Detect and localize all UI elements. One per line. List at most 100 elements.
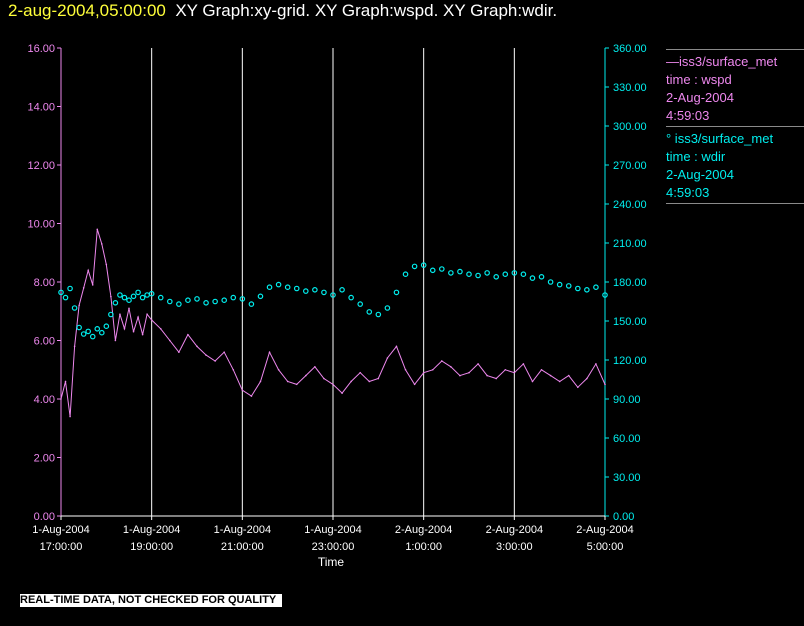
wspd-point bbox=[232, 368, 235, 371]
wspd-point bbox=[558, 380, 561, 383]
right-tick-label: 330.00 bbox=[613, 82, 647, 94]
wspd-point bbox=[504, 368, 507, 371]
wspd-point bbox=[259, 380, 262, 383]
wspd-point bbox=[110, 295, 112, 298]
wspd-point bbox=[64, 380, 67, 383]
vertical-grid-lines bbox=[151, 48, 515, 516]
right-tick-label: 120.00 bbox=[613, 355, 647, 367]
wdir-point bbox=[212, 298, 218, 305]
wdir-point bbox=[475, 272, 481, 279]
header-graph-titles: XY Graph:xy-grid. XY Graph:wspd. XY Grap… bbox=[175, 1, 558, 20]
wspd-point bbox=[241, 389, 244, 392]
legend-entry-wdir: ° iss3/surface_met time : wdir 2-Aug-200… bbox=[666, 130, 804, 202]
wdir-point bbox=[602, 292, 608, 298]
wdir-point bbox=[121, 294, 128, 301]
legend-entry-source: ° iss3/surface_met bbox=[666, 131, 774, 146]
wspd-point bbox=[395, 345, 398, 348]
left-tick-label: 12.00 bbox=[27, 160, 55, 172]
wdir-point bbox=[103, 323, 110, 330]
wspd-point bbox=[128, 307, 130, 310]
wdir-point bbox=[538, 273, 545, 280]
wdir-point bbox=[511, 270, 518, 276]
left-tick-label: 8.00 bbox=[34, 277, 55, 289]
legend-divider bbox=[666, 203, 804, 204]
wdir-point bbox=[94, 325, 101, 332]
wspd-point bbox=[486, 374, 488, 377]
wspd-point bbox=[422, 371, 425, 374]
series-wdir bbox=[58, 262, 608, 340]
wdir-point bbox=[411, 263, 418, 270]
wdir-point bbox=[584, 286, 590, 293]
wdir-point bbox=[429, 267, 436, 274]
wdir-point bbox=[393, 289, 400, 296]
wspd-point bbox=[350, 380, 352, 383]
wspd-point bbox=[368, 380, 371, 383]
legend-entry-source: —iss3/surface_met bbox=[666, 54, 778, 69]
wspd-point bbox=[196, 345, 198, 348]
x-tick-label-date: 2-Aug-2004 bbox=[576, 524, 634, 536]
x-axis-ticks: 1-Aug-2004 17:00:00 1-Aug-2004 19:00:00 1-Au… bbox=[32, 516, 634, 553]
wdir-point bbox=[157, 294, 164, 301]
wspd-point bbox=[359, 371, 362, 374]
wspd-point bbox=[450, 366, 452, 368]
x-tick-label-date: 1-Aug-2004 bbox=[32, 524, 90, 536]
wspd-point bbox=[205, 354, 207, 356]
right-tick-label: 300.00 bbox=[613, 121, 647, 133]
x-tick-label-time: 19:00:00 bbox=[130, 541, 173, 553]
wdir-point bbox=[366, 309, 373, 315]
x-tick-label-date: 1-Aug-2004 bbox=[304, 524, 362, 536]
right-tick-label: 60.00 bbox=[613, 433, 641, 445]
wdir-point bbox=[148, 290, 155, 297]
wdir-point bbox=[556, 281, 563, 288]
legend-divider bbox=[666, 49, 804, 50]
wspd-point bbox=[60, 398, 62, 400]
x-tick-label-time: 23:00:00 bbox=[312, 541, 355, 553]
wdir-point bbox=[257, 293, 264, 300]
wdir-point bbox=[117, 292, 123, 298]
wspd-point bbox=[477, 363, 479, 365]
wspd-point bbox=[540, 368, 543, 371]
wdir-point bbox=[330, 292, 336, 298]
wdir-point bbox=[62, 294, 69, 301]
wspd-point bbox=[431, 368, 434, 371]
wdir-point bbox=[529, 275, 536, 281]
wspd-point bbox=[119, 313, 121, 315]
wdir-point bbox=[194, 296, 200, 302]
left-tick-label: 10.00 bbox=[27, 219, 55, 231]
wspd-point bbox=[268, 351, 271, 354]
wspd-point bbox=[468, 371, 470, 374]
wdir-point bbox=[135, 289, 141, 296]
wspd-point bbox=[295, 383, 298, 386]
wspd-point bbox=[87, 269, 89, 272]
left-tick-label: 14.00 bbox=[27, 102, 55, 114]
right-tick-label: 360.00 bbox=[613, 43, 647, 55]
wspd-point bbox=[386, 357, 389, 359]
quality-disclaimer: REAL-TIME DATA, NOT CHECKED FOR QUALITY bbox=[20, 594, 283, 607]
wdir-point bbox=[221, 297, 228, 304]
wspd-point bbox=[137, 316, 139, 318]
wdir-point bbox=[58, 289, 64, 296]
wdir-point bbox=[493, 273, 500, 280]
wdir-point bbox=[76, 324, 82, 331]
wdir-point bbox=[339, 286, 345, 293]
wspd-point bbox=[187, 333, 189, 336]
wdir-point bbox=[176, 301, 182, 307]
right-tick-label: 0.00 bbox=[613, 511, 634, 523]
wdir-point bbox=[275, 281, 282, 288]
wdir-point bbox=[593, 284, 599, 291]
header-timestamp: 2-aug-2004,05:00:00 bbox=[8, 1, 166, 20]
wdir-point bbox=[520, 271, 527, 278]
wspd-point bbox=[377, 377, 380, 380]
wdir-point bbox=[108, 311, 114, 318]
wspd-point bbox=[101, 243, 103, 245]
left-tick-label: 2.00 bbox=[34, 453, 55, 465]
wdir-point bbox=[448, 270, 454, 276]
wdir-point bbox=[130, 293, 137, 300]
wdir-point bbox=[230, 294, 237, 301]
legend: —iss3/surface_met time : wspd 2-Aug-2004… bbox=[666, 48, 804, 207]
right-tick-label: 240.00 bbox=[613, 199, 647, 211]
wspd-point bbox=[132, 330, 135, 333]
wdir-point bbox=[67, 285, 73, 292]
wdir-point bbox=[565, 283, 572, 289]
